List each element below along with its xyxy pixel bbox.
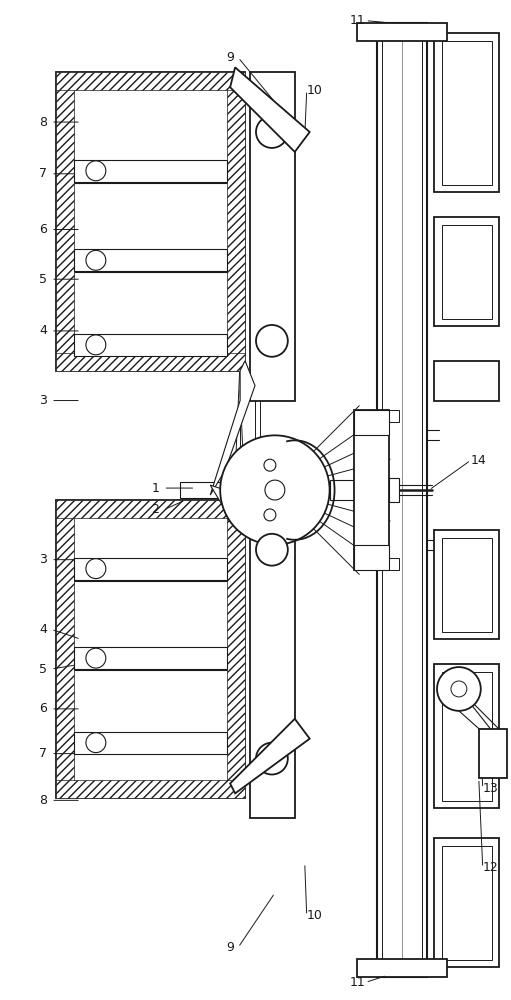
Text: 5: 5 <box>39 273 47 286</box>
Circle shape <box>256 534 288 566</box>
Circle shape <box>86 335 106 355</box>
Bar <box>389 478 399 502</box>
Text: 7: 7 <box>39 747 47 760</box>
Bar <box>442 846 492 960</box>
Circle shape <box>256 743 288 774</box>
Bar <box>357 959 447 977</box>
Bar <box>365 493 377 558</box>
Circle shape <box>256 116 288 148</box>
Bar <box>56 72 245 90</box>
Bar <box>442 225 492 319</box>
Circle shape <box>86 559 106 579</box>
Text: 6: 6 <box>39 702 47 715</box>
Text: 4: 4 <box>39 324 47 337</box>
Bar <box>74 732 227 754</box>
Bar <box>56 500 245 798</box>
Bar <box>442 41 492 185</box>
Polygon shape <box>210 361 255 495</box>
Circle shape <box>220 435 330 545</box>
Bar <box>330 480 364 500</box>
Text: 3: 3 <box>39 394 47 407</box>
Circle shape <box>264 459 276 471</box>
Circle shape <box>256 325 288 357</box>
Bar <box>377 23 427 977</box>
Bar <box>227 500 245 798</box>
Bar <box>56 72 245 371</box>
Bar <box>365 410 377 475</box>
Bar <box>56 72 74 371</box>
Circle shape <box>86 733 106 753</box>
Text: 11: 11 <box>350 14 365 27</box>
Polygon shape <box>210 485 255 510</box>
Bar <box>74 160 227 182</box>
Text: 3: 3 <box>39 553 47 566</box>
Text: 4: 4 <box>39 623 47 636</box>
Bar <box>377 410 399 422</box>
Bar <box>56 780 245 798</box>
Circle shape <box>264 509 276 521</box>
Circle shape <box>265 480 285 500</box>
Bar <box>56 500 74 798</box>
Bar <box>74 334 227 356</box>
Bar <box>227 72 245 371</box>
Circle shape <box>451 681 467 697</box>
Text: 2: 2 <box>152 503 159 516</box>
Bar <box>355 410 389 435</box>
Bar <box>479 729 506 778</box>
Text: 8: 8 <box>39 794 47 807</box>
Circle shape <box>86 161 106 181</box>
Bar <box>56 500 245 518</box>
Bar <box>74 249 227 271</box>
Bar <box>250 72 295 401</box>
Text: 7: 7 <box>39 167 47 180</box>
Bar <box>434 664 499 808</box>
Bar <box>377 558 399 570</box>
Bar <box>382 23 422 977</box>
Text: 13: 13 <box>483 782 499 795</box>
Bar <box>434 361 499 401</box>
Text: 10: 10 <box>307 909 322 922</box>
Circle shape <box>86 250 106 270</box>
Text: 12: 12 <box>483 861 499 874</box>
Text: 6: 6 <box>39 223 47 236</box>
Text: 11: 11 <box>350 976 365 989</box>
Bar <box>434 838 499 967</box>
Bar <box>180 482 220 498</box>
Polygon shape <box>230 719 310 793</box>
Bar <box>442 672 492 801</box>
Bar <box>442 538 492 632</box>
Bar <box>434 530 499 639</box>
Circle shape <box>86 648 106 668</box>
Polygon shape <box>230 67 310 152</box>
Bar <box>434 217 499 326</box>
Bar <box>355 410 389 570</box>
Bar <box>434 33 499 192</box>
Bar <box>250 490 295 818</box>
Text: 5: 5 <box>39 663 47 676</box>
Text: 9: 9 <box>226 51 234 64</box>
Text: 10: 10 <box>307 84 322 97</box>
Text: 1: 1 <box>152 482 159 495</box>
Bar <box>355 545 389 570</box>
Text: 14: 14 <box>471 454 486 467</box>
Text: 8: 8 <box>39 116 47 129</box>
Circle shape <box>437 667 481 711</box>
Bar <box>357 23 447 41</box>
Text: 9: 9 <box>226 941 234 954</box>
Bar <box>74 558 227 580</box>
Bar <box>56 353 245 371</box>
Bar <box>74 647 227 669</box>
